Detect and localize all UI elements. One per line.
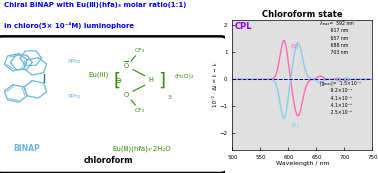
Text: 3: 3 xyxy=(168,95,172,100)
Text: |gₘₐₓ|=  1.5×10⁻²
       9.2×10⁻⁴
       4.1×10⁻³
       4.1×10⁻³
       2.5×10⁻: |gₘₐₓ|= 1.5×10⁻² 9.2×10⁻⁴ 4.1×10⁻³ 4.1×1… xyxy=(320,81,361,115)
Text: PPh₂: PPh₂ xyxy=(67,94,81,99)
Text: Chiral BINAP with Eu(Ⅲ)(hfa)₃ molar ratio(1:1): Chiral BINAP with Eu(Ⅲ)(hfa)₃ molar rati… xyxy=(5,2,187,8)
Text: O: O xyxy=(123,63,129,69)
Text: ⊖: ⊖ xyxy=(115,76,122,85)
Text: (R): (R) xyxy=(291,123,300,128)
FancyBboxPatch shape xyxy=(0,36,227,173)
Text: in chloro(5× 10⁻⁴M) luminophore: in chloro(5× 10⁻⁴M) luminophore xyxy=(5,22,135,29)
Text: CF₃: CF₃ xyxy=(135,108,144,113)
Y-axis label: 10⁻² · ΔI = Iₗ − Iᵣ: 10⁻² · ΔI = Iₗ − Iᵣ xyxy=(213,62,218,107)
Text: H: H xyxy=(148,78,153,83)
Text: Eu(Ⅲ)(hfa)₃·2H₂O: Eu(Ⅲ)(hfa)₃·2H₂O xyxy=(112,145,171,152)
Text: PPh₂: PPh₂ xyxy=(67,59,81,64)
Text: Eu(III): Eu(III) xyxy=(89,71,109,78)
Text: λₘₐₓ=  592 nm
       617 nm
       657 nm
       688 nm
       703 nm: λₘₐₓ= 592 nm 617 nm 657 nm 688 nm 703 nm xyxy=(320,21,354,55)
X-axis label: Wavelength / nm: Wavelength / nm xyxy=(276,161,329,166)
Text: (H₂O)₂: (H₂O)₂ xyxy=(175,74,194,79)
Text: CF₃: CF₃ xyxy=(135,48,144,53)
Text: ]: ] xyxy=(158,71,166,89)
Text: CPL: CPL xyxy=(234,22,252,31)
Text: [: [ xyxy=(113,71,121,89)
Text: BINAP: BINAP xyxy=(14,144,40,153)
Text: O: O xyxy=(123,92,129,98)
Text: chloroform: chloroform xyxy=(83,156,133,165)
Title: Chloroform state: Chloroform state xyxy=(262,10,343,19)
Text: (S): (S) xyxy=(291,44,299,49)
